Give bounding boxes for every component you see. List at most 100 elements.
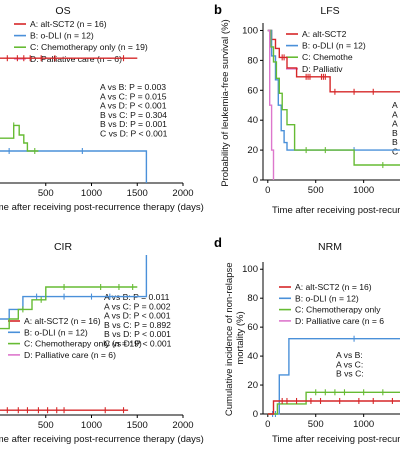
nrm-x-tick-label: 1000 — [353, 419, 374, 430]
nrm-stat-line: A vs B: — [336, 350, 363, 360]
cir-x-tick-label: 1000 — [81, 420, 102, 431]
lfs-legend-label: A: alt-SCT2 — [302, 29, 347, 39]
nrm-y-tick-label: 100 — [242, 264, 258, 275]
os-legend: A: alt-SCT2 (n = 16) B: o-DLI (n = 12)C: … — [14, 19, 148, 64]
nrm-series — [267, 335, 400, 417]
lfs-y-label: Probability of leukemia-free survival (%… — [220, 19, 231, 186]
nrm-legend-label: D: Palliative care (n = 6 — [295, 316, 384, 326]
lfs-series — [267, 29, 400, 180]
cir-stat-line: B vs C: P = 0.892 — [104, 320, 171, 330]
lfs-stat-line: C — [392, 147, 398, 157]
cir-legend-label: B: o-DLI (n = 12) — [24, 327, 88, 337]
cir-series — [0, 255, 148, 414]
nrm-legend: A: alt-SCT2 (n = 16)B: o-DLI (n = 12) C: … — [279, 282, 384, 326]
os-x-label: Time after receiving post-recurrence the… — [0, 202, 204, 213]
lfs-legend-label: C: Chemothe — [302, 52, 353, 62]
nrm-series-line — [267, 400, 400, 415]
cir-legend: A: alt-SCT2 (n = 16)B: o-DLI (n = 12) C: … — [8, 316, 142, 360]
nrm-legend-label: A: alt-SCT2 (n = 16) — [295, 282, 372, 292]
cir-title: CIR — [54, 241, 73, 253]
lfs-legend-label: D: Palliativ — [302, 64, 343, 74]
lfs-series-line — [267, 29, 275, 180]
nrm-title: NRM — [318, 241, 342, 253]
os-x-tick-label: 2000 — [172, 188, 193, 199]
os-x-tick-label: 1000 — [81, 188, 102, 199]
cir-series-line — [0, 286, 138, 330]
lfs-y-tick-label: 40 — [247, 115, 258, 126]
lfs-y-ticks: 0 20 40 60 80 100 — [242, 25, 263, 186]
lfs-stat-line: B — [392, 128, 398, 138]
nrm-y-label: Cumulative incidence of non-relapse mort… — [224, 260, 246, 416]
lfs-stat-line: B — [392, 137, 398, 147]
nrm-legend-label: C: Chemotherapy only — [295, 305, 381, 315]
nrm-x-tick-label: 500 — [308, 419, 324, 430]
lfs-stat-line: A — [392, 100, 398, 110]
lfs-x-label: Time after receiving post-recurrence the… — [272, 205, 400, 216]
os-x-tick-label: 1500 — [127, 188, 148, 199]
cir-legend-label: A: alt-SCT2 (n = 16) — [24, 316, 101, 326]
nrm-y-label-line-1: Cumulative incidence of non-relapse — [224, 262, 235, 416]
lfs-x-ticks: 0 500 1000 — [265, 180, 374, 196]
lfs-title: LFS — [320, 5, 339, 17]
os-stat-line: C vs D: P < 0.001 — [100, 129, 168, 139]
panel-nrm: d NRM 0 20 40 60 80 100 0 500 1000 Cumulative i… — [214, 235, 400, 445]
nrm-y-tick-label: 20 — [247, 380, 258, 391]
lfs-y-tick-label: 60 — [247, 85, 258, 96]
cir-stat-line: C vs D: P < 0.001 — [104, 339, 172, 349]
panel-os: OS 500 1000 1500 2000 Time after receiving … — [0, 5, 204, 213]
lfs-y-tick-label: 20 — [247, 145, 258, 156]
os-legend-label: B: o-DLI (n = 12) — [30, 31, 94, 41]
cir-x-label: Time after receiving post-recurrence the… — [0, 434, 204, 445]
nrm-y-tick-label: 60 — [247, 322, 258, 333]
nrm-legend-label: B: o-DLI (n = 12) — [295, 293, 359, 303]
panel-letter-b: b — [214, 2, 222, 17]
lfs-y-tick-label: 0 — [253, 175, 258, 186]
os-title: OS — [55, 5, 70, 17]
os-legend-label: A: alt-SCT2 (n = 16) — [30, 19, 107, 29]
os-series-line — [0, 124, 39, 152]
cir-x-tick-label: 1500 — [127, 420, 148, 431]
panel-letter-d: d — [214, 235, 222, 250]
nrm-series-line — [267, 338, 400, 415]
nrm-stats: A vs B:A vs C:B vs C: — [336, 350, 364, 379]
lfs-y-tick-label: 100 — [242, 25, 258, 36]
nrm-y-tick-label: 40 — [247, 351, 258, 362]
os-stat-line: A vs D: P < 0.001 — [100, 101, 167, 111]
os-stat-line: A vs B: P = 0.003 — [100, 82, 166, 92]
nrm-x-label: Time after receiving post-recurrence the… — [272, 434, 400, 445]
os-stat-line: B vs C: P = 0.304 — [100, 110, 167, 120]
os-x-ticks: 500 1000 1500 2000 — [38, 183, 194, 199]
os-x-tick-label: 500 — [38, 188, 54, 199]
cir-legend-label: C: Chemotherapy only (n = 19) — [24, 339, 142, 349]
cir-x-tick-label: 500 — [38, 420, 54, 431]
os-series-line — [0, 150, 148, 183]
lfs-stat-line: A — [392, 109, 398, 119]
panel-lfs: b LFS 0 20 40 60 80 100 0 500 1000 Probability … — [214, 2, 400, 216]
nrm-y-tick-label: 0 — [253, 409, 258, 420]
cir-x-tick-label: 2000 — [172, 420, 193, 431]
cir-stat-line: A vs D: P < 0.001 — [104, 311, 171, 321]
nrm-stat-line: A vs C: — [336, 359, 363, 369]
lfs-stat-line: A — [392, 119, 398, 129]
panel-cir: CIR 500 1000 1500 2000 Time after receiving… — [0, 241, 204, 445]
cir-stat-line: A vs C: P = 0.002 — [104, 301, 171, 311]
lfs-legend: A: alt-SCT2 B: o-DLI (n = 12)C: Chemothe D… — [286, 29, 366, 74]
cir-stat-line: B vs D: P < 0.001 — [104, 329, 171, 339]
nrm-series-line — [267, 391, 400, 415]
cir-legend-label: D: Palliative care (n = 6) — [24, 350, 116, 360]
os-legend-label: C: Chemotherapy only (n = 19) — [30, 42, 148, 52]
nrm-x-ticks: 0 500 1000 — [265, 414, 374, 430]
nrm-y-label-line-2: mortality (%) — [235, 311, 246, 364]
nrm-stat-line: B vs C: — [336, 369, 364, 379]
nrm-y-ticks: 0 20 40 60 80 100 — [242, 264, 263, 420]
os-stat-line: B vs D: P = 0.001 — [100, 119, 167, 129]
lfs-x-tick-label: 1000 — [353, 185, 374, 196]
lfs-x-tick-label: 0 — [265, 185, 270, 196]
lfs-x-tick-label: 500 — [308, 185, 324, 196]
cir-x-ticks: 500 1000 1500 2000 — [38, 415, 194, 431]
os-stat-line: A vs C: P = 0.015 — [100, 91, 167, 101]
